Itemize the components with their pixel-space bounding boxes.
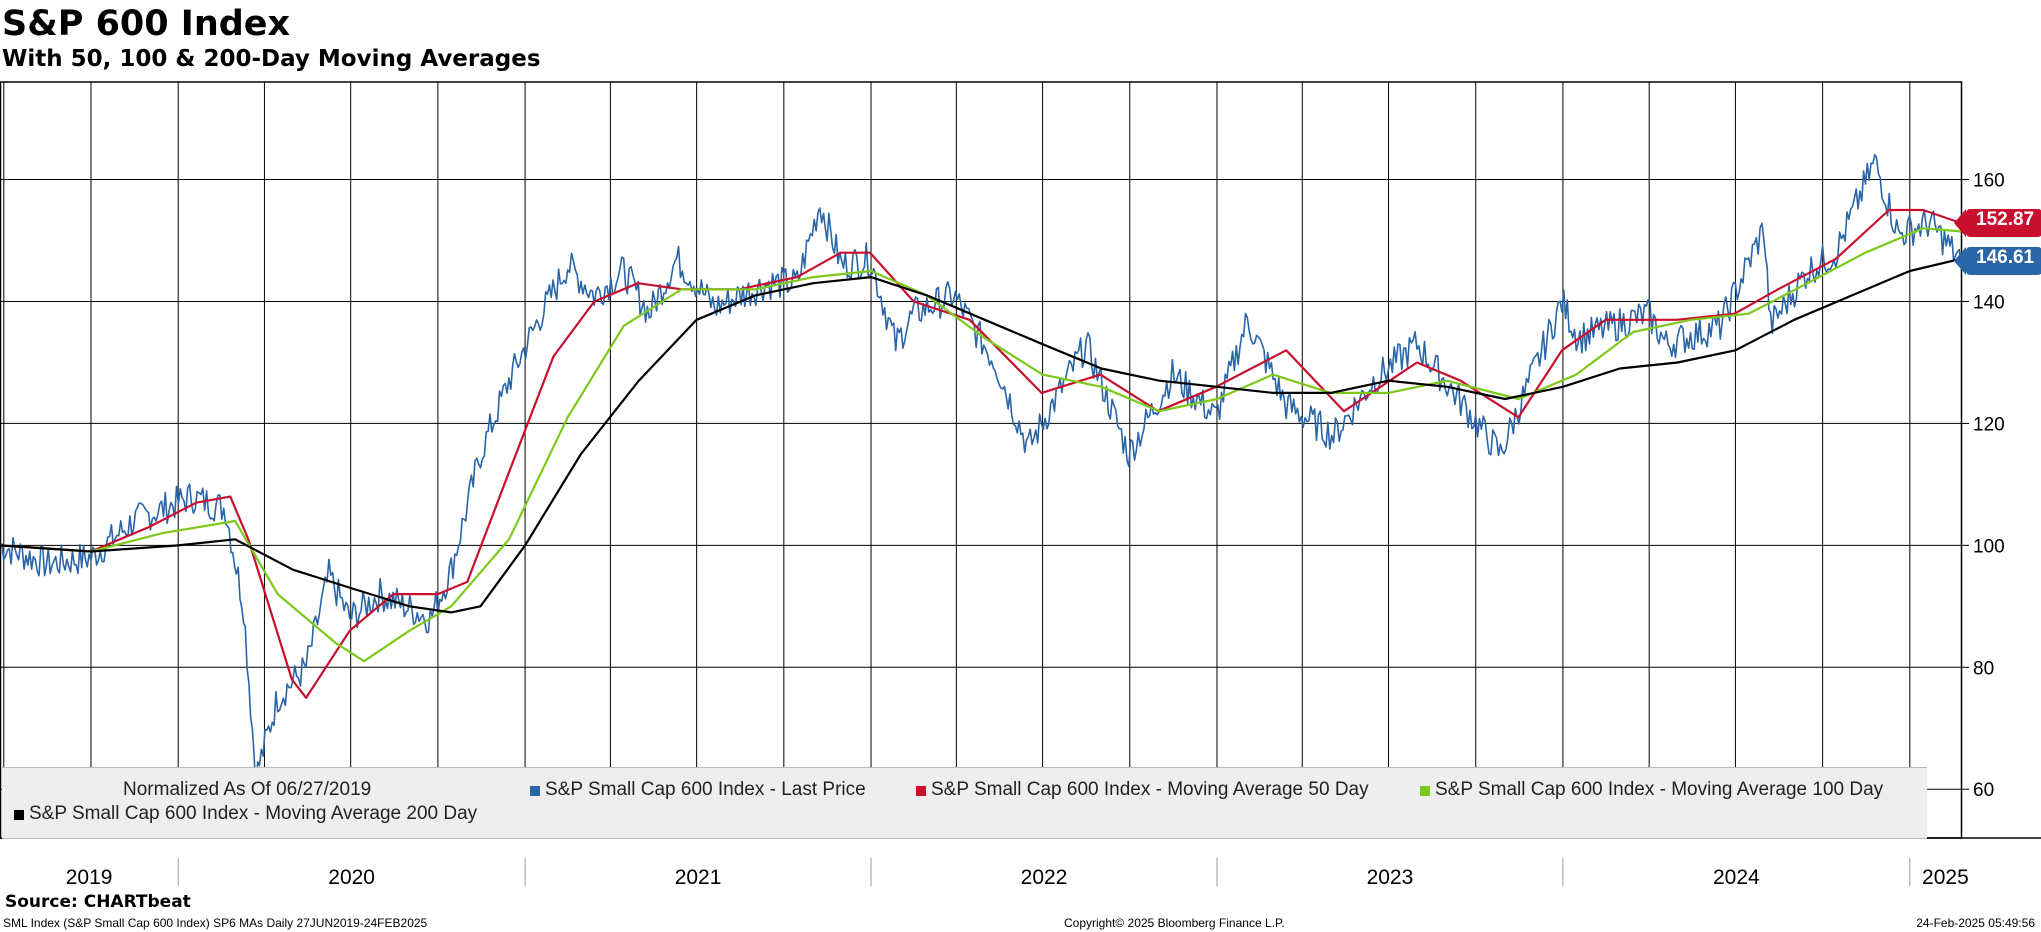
footer-timestamp: 24-Feb-2025 05:49:56 [1916,916,2035,930]
x-tick-label: 2021 [675,866,722,889]
series-ma-100 [0,227,1962,663]
y-tick-label: 140 [1973,292,2005,313]
series-ma-50 [0,208,1962,699]
source-note: Source: CHARTbeat [5,892,191,912]
last-price-value-callout: 146.61 [1953,247,2041,275]
x-tick-label: 2025 [1922,866,1969,889]
x-tick-label: 2019 [66,866,113,889]
legend-swatch-ma50 [916,786,926,796]
series-layer [0,153,1962,795]
legend: Normalized As Of 06/27/2019 S&P Small Ca… [2,767,1927,839]
footer-index-info: SML Index (S&P Small Cap 600 Index) SP6 … [3,916,428,930]
legend-label-ma100: S&P Small Cap 600 Index - Moving Average… [1435,779,1884,800]
y-tick-label: 80 [1973,658,1994,679]
x-tick-label: 2024 [1713,866,1760,889]
series-ma-200 [0,257,1962,614]
x-tick-label: 2023 [1367,866,1414,889]
x-tick-label: 2020 [328,866,375,889]
legend-swatch-ma200 [14,810,24,820]
series-last-price [0,153,1962,795]
grid [0,81,1963,839]
plot-frame [0,81,1963,839]
legend-swatch-ma100 [1420,786,1430,796]
y-tick-label: 100 [1973,536,2005,557]
y-tick-label: 60 [1973,780,1994,801]
chart-subtitle: With 50, 100 & 200-Day Moving Averages [2,46,541,72]
footer-copyright: Copyright© 2025 Bloomberg Finance L.P. [1064,916,1285,930]
legend-swatch-last-price [530,786,540,796]
legend-note: Normalized As Of 06/27/2019 [123,779,372,800]
x-tick-label: 2022 [1021,866,1068,889]
legend-label-ma200: S&P Small Cap 600 Index - Moving Average… [29,803,478,824]
y-tick-label: 120 [1973,414,2005,435]
ma50-value-callout: 152.87 [1953,209,2041,237]
chart-title: S&P 600 Index [2,4,291,44]
legend-label-last-price: S&P Small Cap 600 Index - Last Price [545,779,866,800]
legend-label-ma50: S&P Small Cap 600 Index - Moving Average… [931,779,1369,800]
y-tick-label: 160 [1973,171,2005,192]
